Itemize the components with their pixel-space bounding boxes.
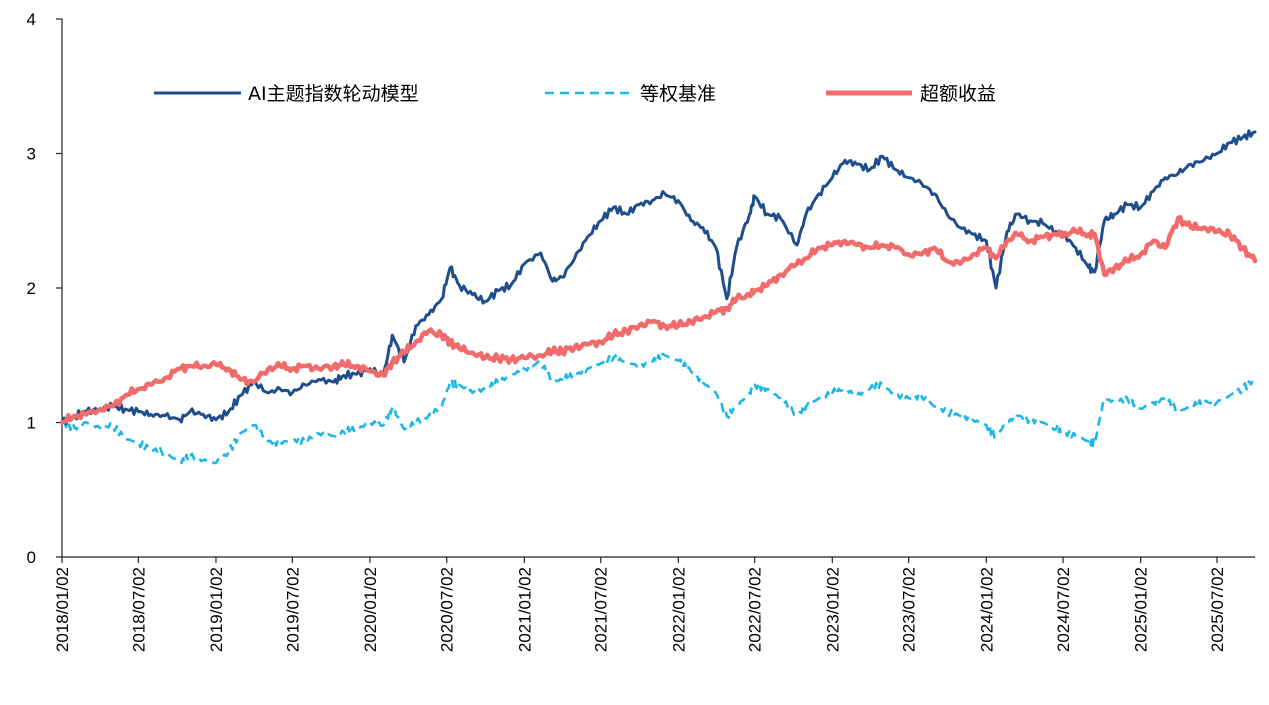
legend-label-2: 超额收益 [920,83,996,105]
x-tick-label: 2021/07/02 [592,567,611,652]
legend: AI主题指数轮动模型 等权基准 超额收益 [154,83,996,105]
y-tick-label: 0 [27,548,36,567]
legend-label-1: 等权基准 [640,83,716,105]
x-tick-label: 2025/07/02 [1208,567,1227,652]
series-line-1 [61,352,1256,465]
x-tick-label: 2023/07/02 [900,567,919,652]
x-tick-label: 2023/01/02 [823,567,842,652]
axes: 0 1 2 3 4 2018/01/02 2018/07/02 2019/01/02 2019/… [27,10,1255,652]
x-tick-label: 2020/01/02 [361,567,380,652]
x-tick-label: 2022/01/02 [669,567,688,652]
series-lines [59,129,1258,465]
x-tick-label: 2019/07/02 [283,567,302,652]
x-tick-label: 2024/01/02 [977,567,996,652]
series-line-2 [59,214,1258,425]
x-tick-label: 2024/07/02 [1054,567,1073,652]
x-tick-label: 2018/07/02 [129,567,148,652]
x-tick-label: 2019/01/02 [207,567,226,652]
x-tick-label: 2025/01/02 [1132,567,1151,652]
y-tick-label: 4 [27,10,36,29]
x-tick-label: 2022/07/02 [746,567,765,652]
x-tick-label: 2021/01/02 [515,567,534,652]
y-tick-label: 3 [27,145,36,164]
legend-label-0: AI主题指数轮动模型 [248,83,419,105]
y-tick-label: 2 [27,279,36,298]
x-tick-label: 2020/07/02 [438,567,457,652]
x-tick-label: 2018/01/02 [53,567,72,652]
y-tick-label: 1 [27,414,36,433]
